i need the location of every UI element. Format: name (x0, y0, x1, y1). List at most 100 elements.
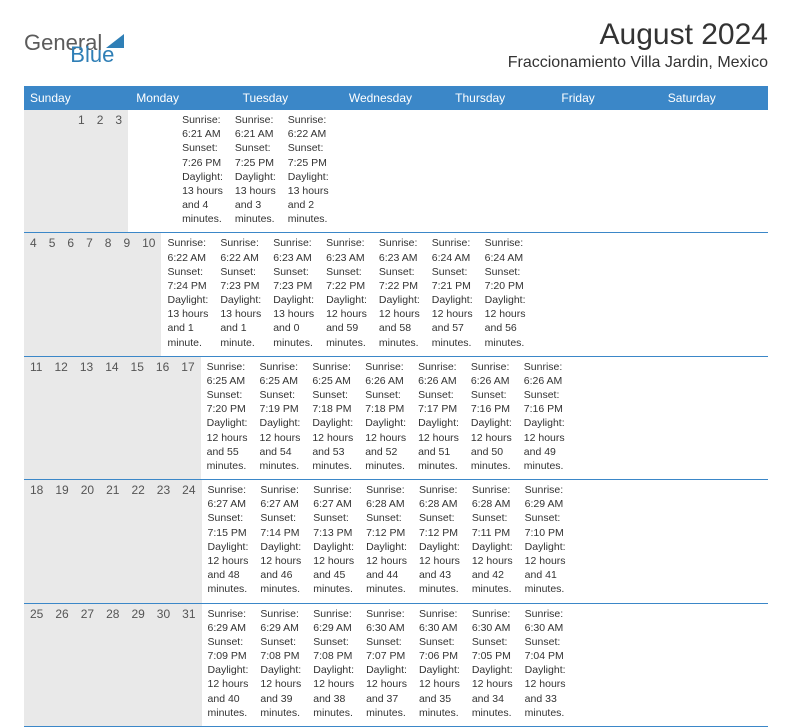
day-content (152, 110, 164, 232)
content-strip: Sunrise: 6:21 AMSunset: 7:26 PMDaylight:… (128, 110, 335, 232)
day-number (48, 110, 60, 232)
day-number (36, 110, 48, 232)
sunrise-text: Sunrise: 6:22 AM (220, 236, 261, 264)
day-number: 25 (24, 604, 49, 726)
daylight-text: Daylight: 12 hours and 50 minutes. (471, 416, 512, 473)
day-number: 2 (91, 110, 110, 232)
sunset-text: Sunset: 7:04 PM (525, 635, 566, 663)
day-number (24, 110, 36, 232)
day-content: Sunrise: 6:23 AMSunset: 7:22 PMDaylight:… (320, 233, 373, 355)
sunrise-text: Sunrise: 6:26 AM (471, 360, 512, 388)
week-row: 45678910Sunrise: 6:22 AMSunset: 7:24 PMD… (24, 233, 768, 356)
sunrise-text: Sunrise: 6:30 AM (525, 607, 566, 635)
sunrise-text: Sunrise: 6:22 AM (167, 236, 208, 264)
logo: General Blue (24, 18, 114, 68)
day-content: Sunrise: 6:26 AMSunset: 7:17 PMDaylight:… (412, 357, 465, 479)
weekday-cell: Saturday (662, 86, 768, 110)
sunrise-text: Sunrise: 6:21 AM (182, 113, 223, 141)
sunrise-text: Sunrise: 6:23 AM (273, 236, 314, 264)
week-row: 123Sunrise: 6:21 AMSunset: 7:26 PMDaylig… (24, 110, 768, 233)
sunrise-text: Sunrise: 6:21 AM (235, 113, 276, 141)
day-content: Sunrise: 6:27 AMSunset: 7:13 PMDaylight:… (307, 480, 360, 602)
day-content: Sunrise: 6:21 AMSunset: 7:25 PMDaylight:… (229, 110, 282, 232)
day-content: Sunrise: 6:26 AMSunset: 7:16 PMDaylight:… (518, 357, 571, 479)
sunrise-text: Sunrise: 6:28 AM (419, 483, 460, 511)
day-content: Sunrise: 6:26 AMSunset: 7:16 PMDaylight:… (465, 357, 518, 479)
day-number: 1 (72, 110, 91, 232)
day-number: 22 (125, 480, 150, 602)
weekday-header-row: Sunday Monday Tuesday Wednesday Thursday… (24, 86, 768, 110)
daylight-text: Daylight: 12 hours and 37 minutes. (366, 663, 407, 720)
sunset-text: Sunset: 7:25 PM (235, 141, 276, 169)
daylight-text: Daylight: 12 hours and 44 minutes. (366, 540, 407, 597)
day-content: Sunrise: 6:22 AMSunset: 7:24 PMDaylight:… (161, 233, 214, 355)
sunrise-text: Sunrise: 6:29 AM (260, 607, 301, 635)
weekday-cell: Monday (130, 86, 236, 110)
sunset-text: Sunset: 7:23 PM (220, 265, 261, 293)
daynum-strip: 25262728293031 (24, 604, 202, 726)
day-number: 17 (175, 357, 200, 479)
sunset-text: Sunset: 7:09 PM (208, 635, 249, 663)
daylight-text: Daylight: 12 hours and 58 minutes. (379, 293, 420, 350)
day-content: Sunrise: 6:28 AMSunset: 7:12 PMDaylight:… (413, 480, 466, 602)
sunrise-text: Sunrise: 6:25 AM (259, 360, 300, 388)
day-content: Sunrise: 6:27 AMSunset: 7:15 PMDaylight:… (202, 480, 255, 602)
sunset-text: Sunset: 7:18 PM (365, 388, 406, 416)
daylight-text: Daylight: 12 hours and 53 minutes. (312, 416, 353, 473)
day-number: 27 (75, 604, 100, 726)
sunrise-text: Sunrise: 6:27 AM (260, 483, 301, 511)
daylight-text: Daylight: 12 hours and 52 minutes. (365, 416, 406, 473)
daylight-text: Daylight: 12 hours and 57 minutes. (432, 293, 473, 350)
day-content: Sunrise: 6:25 AMSunset: 7:20 PMDaylight:… (201, 357, 254, 479)
day-number: 9 (117, 233, 136, 355)
day-content: Sunrise: 6:30 AMSunset: 7:07 PMDaylight:… (360, 604, 413, 726)
daylight-text: Daylight: 12 hours and 43 minutes. (419, 540, 460, 597)
sunrise-text: Sunrise: 6:29 AM (208, 607, 249, 635)
sunset-text: Sunset: 7:18 PM (312, 388, 353, 416)
day-content: Sunrise: 6:28 AMSunset: 7:12 PMDaylight:… (360, 480, 413, 602)
daylight-text: Daylight: 12 hours and 56 minutes. (485, 293, 526, 350)
daylight-text: Daylight: 13 hours and 1 minute. (220, 293, 261, 350)
sunrise-text: Sunrise: 6:23 AM (379, 236, 420, 264)
day-content: Sunrise: 6:24 AMSunset: 7:21 PMDaylight:… (426, 233, 479, 355)
logo-text-2: Blue (70, 42, 114, 68)
day-number (60, 110, 72, 232)
day-content: Sunrise: 6:21 AMSunset: 7:26 PMDaylight:… (176, 110, 229, 232)
sunrise-text: Sunrise: 6:27 AM (313, 483, 354, 511)
day-number: 16 (150, 357, 175, 479)
content-strip: Sunrise: 6:25 AMSunset: 7:20 PMDaylight:… (201, 357, 571, 479)
day-number: 23 (151, 480, 176, 602)
sunset-text: Sunset: 7:13 PM (313, 511, 354, 539)
daylight-text: Daylight: 12 hours and 48 minutes. (208, 540, 249, 597)
daynum-strip: 11121314151617 (24, 357, 201, 479)
weekday-cell: Sunday (24, 86, 130, 110)
sunrise-text: Sunrise: 6:26 AM (524, 360, 565, 388)
day-content: Sunrise: 6:25 AMSunset: 7:19 PMDaylight:… (253, 357, 306, 479)
sunset-text: Sunset: 7:22 PM (326, 265, 367, 293)
sunset-text: Sunset: 7:20 PM (485, 265, 526, 293)
sunset-text: Sunset: 7:20 PM (207, 388, 248, 416)
day-number: 13 (74, 357, 99, 479)
daylight-text: Daylight: 12 hours and 55 minutes. (207, 416, 248, 473)
sunset-text: Sunset: 7:12 PM (366, 511, 407, 539)
day-content: Sunrise: 6:30 AMSunset: 7:04 PMDaylight:… (519, 604, 572, 726)
daylight-text: Daylight: 12 hours and 34 minutes. (472, 663, 513, 720)
sunset-text: Sunset: 7:08 PM (260, 635, 301, 663)
sunset-text: Sunset: 7:23 PM (273, 265, 314, 293)
daylight-text: Daylight: 12 hours and 42 minutes. (472, 540, 513, 597)
sunrise-text: Sunrise: 6:29 AM (525, 483, 566, 511)
day-number: 24 (176, 480, 201, 602)
sunset-text: Sunset: 7:16 PM (471, 388, 512, 416)
day-number: 14 (99, 357, 124, 479)
sunrise-text: Sunrise: 6:25 AM (312, 360, 353, 388)
daylight-text: Daylight: 13 hours and 2 minutes. (288, 170, 329, 227)
week-row: 11121314151617Sunrise: 6:25 AMSunset: 7:… (24, 357, 768, 480)
sunset-text: Sunset: 7:21 PM (432, 265, 473, 293)
week-row: 25262728293031Sunrise: 6:29 AMSunset: 7:… (24, 604, 768, 727)
daylight-text: Daylight: 12 hours and 59 minutes. (326, 293, 367, 350)
day-content: Sunrise: 6:27 AMSunset: 7:14 PMDaylight:… (254, 480, 307, 602)
day-number: 5 (43, 233, 62, 355)
weeks-container: 1 23 Sunrise: 6:21 AMSunset: 7:26 PMDaylig… (24, 110, 768, 727)
location-label: Fraccionamiento Villa Jardin, Mexico (508, 54, 768, 72)
day-content: Sunrise: 6:29 AMSunset: 7:08 PMDaylight:… (254, 604, 307, 726)
